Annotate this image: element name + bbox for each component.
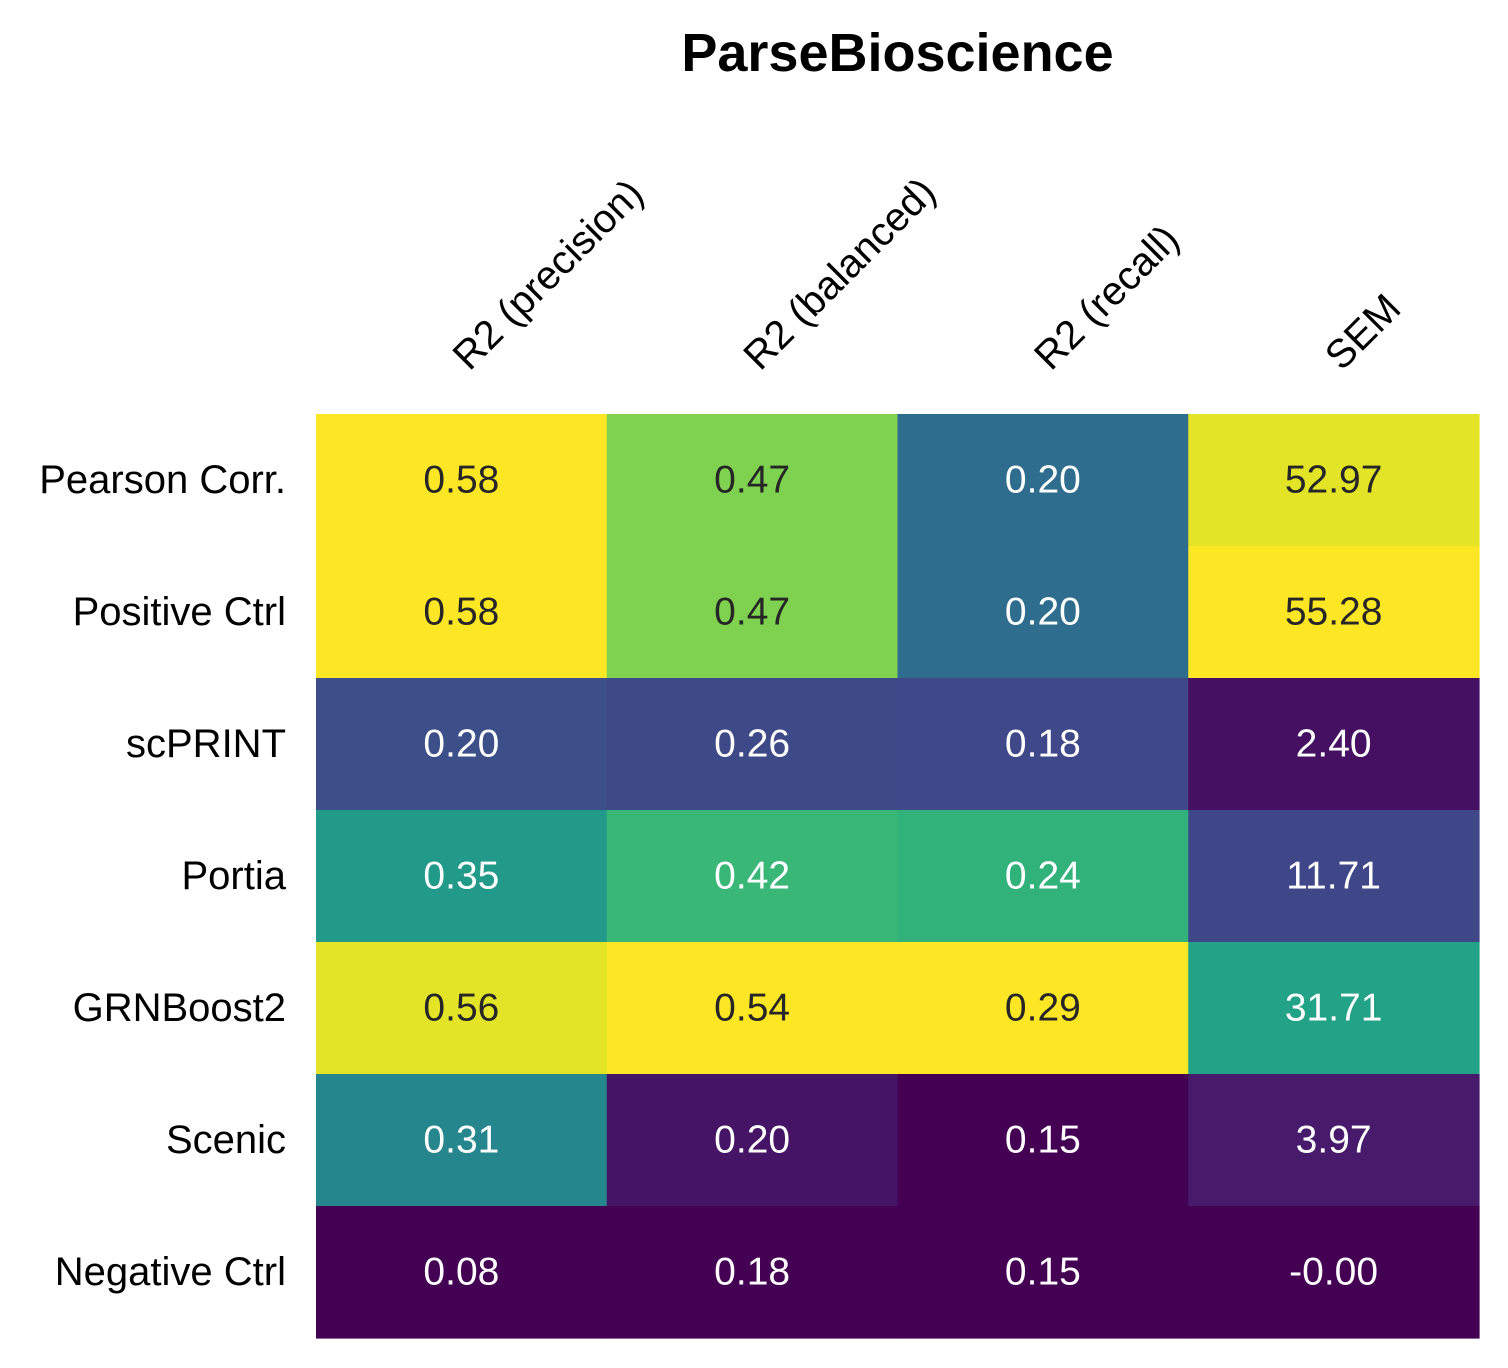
cell-value-label: 0.54 xyxy=(714,987,790,1030)
row-label: GRNBoost2 xyxy=(73,986,286,1030)
row-label: scPRINT xyxy=(126,722,286,766)
cell-value-label: 0.26 xyxy=(714,723,790,766)
heatmap-cell xyxy=(606,1074,899,1207)
cell-value-label: 0.20 xyxy=(714,1119,790,1162)
heatmap-cell xyxy=(316,810,608,943)
cell-value-label: 0.47 xyxy=(714,459,790,502)
heatmap-cell xyxy=(1188,546,1480,679)
row-label: Scenic xyxy=(166,1118,286,1162)
heatmap-cell xyxy=(1188,678,1480,811)
heatmap-cell xyxy=(897,546,1189,679)
heatmap-cell xyxy=(897,1074,1189,1207)
heatmap-cell xyxy=(316,678,608,811)
heatmap-cell xyxy=(606,414,899,547)
cell-value-label: 0.20 xyxy=(1005,459,1081,502)
cell-value-label: 52.97 xyxy=(1285,459,1383,502)
heatmap-cell xyxy=(1188,414,1480,547)
cell-value-label: 0.18 xyxy=(1005,723,1081,766)
heatmap-cell xyxy=(606,678,899,811)
cell-value-label: 0.31 xyxy=(423,1119,499,1162)
cell-value-label: 0.42 xyxy=(714,855,790,898)
heatmap-cell xyxy=(1188,810,1480,943)
heatmap-cell xyxy=(316,942,608,1075)
cell-value-label: 0.15 xyxy=(1005,1251,1081,1294)
column-label: SEM xyxy=(1317,286,1409,378)
chart-title: ParseBioscience xyxy=(681,23,1114,83)
heatmap-cell xyxy=(316,1074,608,1207)
column-label: R2 (recall) xyxy=(1026,217,1188,379)
cell-value-label: 0.58 xyxy=(423,591,499,634)
heatmap-cell xyxy=(897,942,1189,1075)
heatmap-cell xyxy=(897,810,1189,943)
cell-value-label: 0.15 xyxy=(1005,1119,1081,1162)
cell-value-label: 0.56 xyxy=(423,987,499,1030)
cell-value-label: 2.40 xyxy=(1296,723,1372,766)
cell-value-label: 0.58 xyxy=(423,459,499,502)
row-label: Portia xyxy=(182,854,287,898)
heatmap-cell xyxy=(316,1206,608,1339)
heatmap-cell xyxy=(606,1206,899,1339)
cell-value-label: 55.28 xyxy=(1285,591,1383,634)
cell-value-label: 0.35 xyxy=(423,855,499,898)
heatmap-cell xyxy=(1188,1206,1480,1339)
cell-value-label: 0.08 xyxy=(423,1251,499,1294)
cell-value-label: 0.18 xyxy=(714,1251,790,1294)
heatmap-cell xyxy=(316,546,608,679)
column-label: R2 (balanced) xyxy=(735,170,944,379)
cell-value-label: -0.00 xyxy=(1289,1251,1378,1294)
column-label: R2 (precision) xyxy=(445,171,652,378)
heatmap-cell xyxy=(606,546,899,679)
heatmap-cell xyxy=(897,678,1189,811)
heatmap-cell xyxy=(1188,1074,1480,1207)
cell-value-label: 3.97 xyxy=(1296,1119,1372,1162)
row-label: Negative Ctrl xyxy=(55,1250,286,1294)
heatmap-cell xyxy=(606,942,899,1075)
cell-value-label: 0.29 xyxy=(1005,987,1081,1030)
heatmap-cell xyxy=(316,414,608,547)
heatmap-cell xyxy=(897,414,1189,547)
row-label: Positive Ctrl xyxy=(73,590,286,634)
cell-value-label: 0.20 xyxy=(1005,591,1081,634)
heatmap-cell xyxy=(1188,942,1480,1075)
heatmap-cell xyxy=(897,1206,1189,1339)
heatmap-cell xyxy=(606,810,899,943)
cell-value-label: 31.71 xyxy=(1285,987,1383,1030)
row-label: Pearson Corr. xyxy=(39,458,286,502)
cell-value-label: 0.20 xyxy=(423,723,499,766)
cell-value-label: 0.24 xyxy=(1005,855,1081,898)
cell-value-label: 0.47 xyxy=(714,591,790,634)
cell-value-label: 11.71 xyxy=(1286,855,1381,898)
